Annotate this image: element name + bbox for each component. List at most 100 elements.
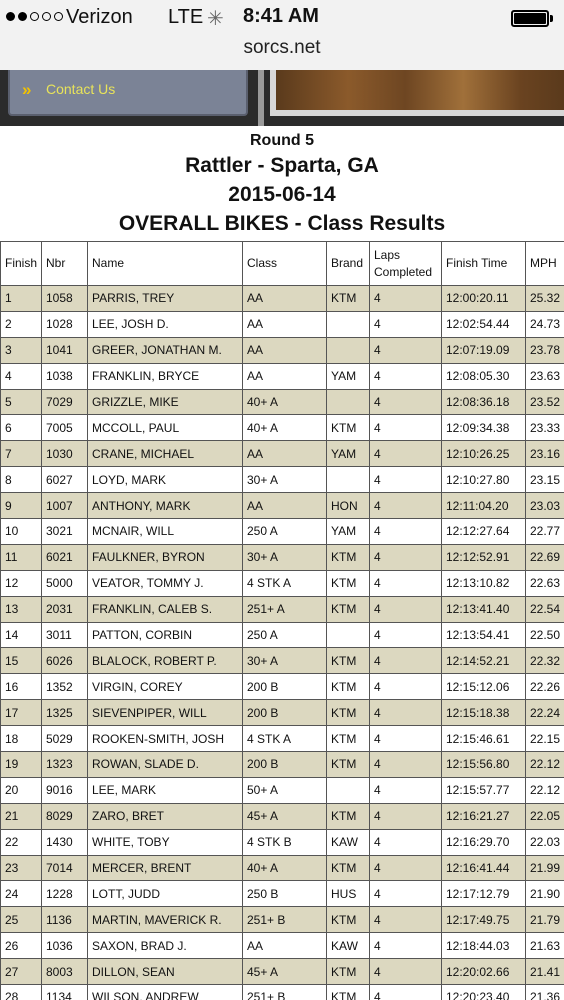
cell-finish-time: 12:08:05.30 [441,362,526,390]
table-row: 18 5029 ROOKEN-SMITH, JOSH 4 STK A KTM 4 12:15… [0,725,564,753]
table-row: 12 5000 VEATOR, TOMMY J. 4 STK A KTM 4 12:13:1… [0,569,564,597]
table-row: 25 1136 MARTIN, MAVERICK R. 251+ B KTM 4 12:17… [0,906,564,934]
cell-laps: 4 [369,647,442,675]
cell-class: AA [242,336,327,364]
cell-brand: YAM [326,440,370,468]
cell-finish-time: 12:17:49.75 [441,906,526,934]
cell-nbr: 6026 [41,647,88,675]
cell-finish: 25 [0,906,42,934]
cell-nbr: 1058 [41,285,88,312]
cell-nbr: 1323 [41,751,88,778]
cell-class: AA [242,362,327,390]
double-chevron-right-icon: » [22,80,32,99]
cell-mph: 24.73 [525,310,564,338]
cell-brand: KTM [326,725,370,753]
cell-name: LOYD, MARK [87,466,243,494]
status-time: 8:41 AM [243,5,319,27]
cell-name: ZARO, BRET [87,802,243,830]
site-header: » Contact Us [0,70,564,126]
cell-name: FRANKLIN, CALEB S. [87,595,243,623]
cell-mph: 23.33 [525,414,564,442]
cell-name: PARRIS, TREY [87,285,243,312]
cell-finish-time: 12:15:57.77 [441,776,526,804]
cell-finish-time: 12:10:26.25 [441,440,526,468]
cell-finish: 8 [0,466,42,494]
cell-laps: 4 [369,440,442,468]
cell-finish-time: 12:02:54.44 [441,310,526,338]
contact-us-link[interactable]: » Contact Us [8,70,248,116]
cell-brand: HUS [326,880,370,908]
table-header-row: Finish Nbr Name Class Brand Laps Complet… [0,241,564,286]
cell-laps: 4 [369,310,442,338]
cell-mph: 22.50 [525,621,564,649]
cell-nbr: 1036 [41,932,88,960]
cell-brand: KTM [326,699,370,727]
cell-mph: 22.32 [525,647,564,675]
cell-nbr: 5029 [41,725,88,753]
cell-mph: 23.03 [525,492,564,520]
cell-finish: 15 [0,647,42,675]
cell-nbr: 5000 [41,569,88,597]
cell-name: SAXON, BRAD J. [87,932,243,960]
cell-class: 250 A [242,621,327,649]
cell-laps: 4 [369,518,442,545]
cell-finish: 10 [0,518,42,545]
cell-finish-time: 12:20:02.66 [441,958,526,986]
cell-name: VEATOR, TOMMY J. [87,569,243,597]
cell-finish-time: 12:08:36.18 [441,388,526,416]
cell-class: AA [242,932,327,960]
cell-laps: 4 [369,543,442,571]
cell-nbr: 3011 [41,621,88,649]
cell-brand: KTM [326,802,370,830]
table-row: 15 6026 BLALOCK, ROBERT P. 30+ A KTM 4 12:14:5… [0,647,564,675]
cell-class: 200 B [242,751,327,778]
header-name: Name [87,241,243,286]
cell-finish: 23 [0,854,42,882]
cell-nbr: 8003 [41,958,88,986]
cell-name: BLALOCK, ROBERT P. [87,647,243,675]
cell-laps: 4 [369,802,442,830]
cell-laps: 4 [369,828,442,856]
cell-nbr: 7014 [41,854,88,882]
cell-brand: KTM [326,906,370,934]
cell-mph: 22.12 [525,776,564,804]
cell-brand: KTM [326,285,370,312]
table-row: 4 1038 FRANKLIN, BRYCE AA YAM 4 12:08:05.30 23.… [0,362,564,390]
cell-finish: 7 [0,440,42,468]
event-titles: Round 5 Rattler - Sparta, GA 2015-06-14 … [0,130,564,239]
cell-brand: KTM [326,673,370,701]
cell-brand: KTM [326,414,370,442]
cell-finish: 27 [0,958,42,986]
status-bar: Verizon LTE ✳ 8:41 AM [0,0,564,36]
cell-name: SIEVENPIPER, WILL [87,699,243,727]
results-table-container: Finish Nbr Name Class Brand Laps Complet… [0,241,564,1000]
cell-laps: 4 [369,854,442,882]
cell-finish-time: 12:15:18.38 [441,699,526,727]
cell-laps: 4 [369,776,442,804]
cell-class: 4 STK B [242,828,327,856]
header-laps: Laps Completed [369,241,442,286]
cell-brand: KTM [326,647,370,675]
cell-class: 45+ A [242,958,327,986]
cell-laps: 4 [369,906,442,934]
cell-finish-time: 12:16:41.44 [441,854,526,882]
carrier-name: Verizon [66,6,133,28]
table-row: 28 1134 WILSON, ANDREW 251+ B KTM 4 12:20:23.4… [0,984,564,1000]
cell-brand: KTM [326,595,370,623]
table-row: 13 2031 FRANKLIN, CALEB S. 251+ A KTM 4 12:13:… [0,595,564,623]
cell-finish: 6 [0,414,42,442]
cell-nbr: 1136 [41,906,88,934]
cell-laps: 4 [369,725,442,753]
header-mph: MPH [525,241,564,286]
cell-class: 50+ A [242,776,327,804]
cell-finish: 20 [0,776,42,804]
cell-finish: 2 [0,310,42,338]
cell-nbr: 1030 [41,440,88,468]
table-row: 22 1430 WHITE, TOBY 4 STK B KAW 4 12:16:29.70 2… [0,828,564,856]
cell-name: FRANKLIN, BRYCE [87,362,243,390]
cell-finish-time: 12:18:44.03 [441,932,526,960]
cell-brand [326,388,370,416]
table-row: 6 7005 MCCOLL, PAUL 40+ A KTM 4 12:09:34.38 23.… [0,414,564,442]
cell-brand: KAW [326,932,370,960]
address-bar[interactable]: sorcs.net [243,37,321,58]
